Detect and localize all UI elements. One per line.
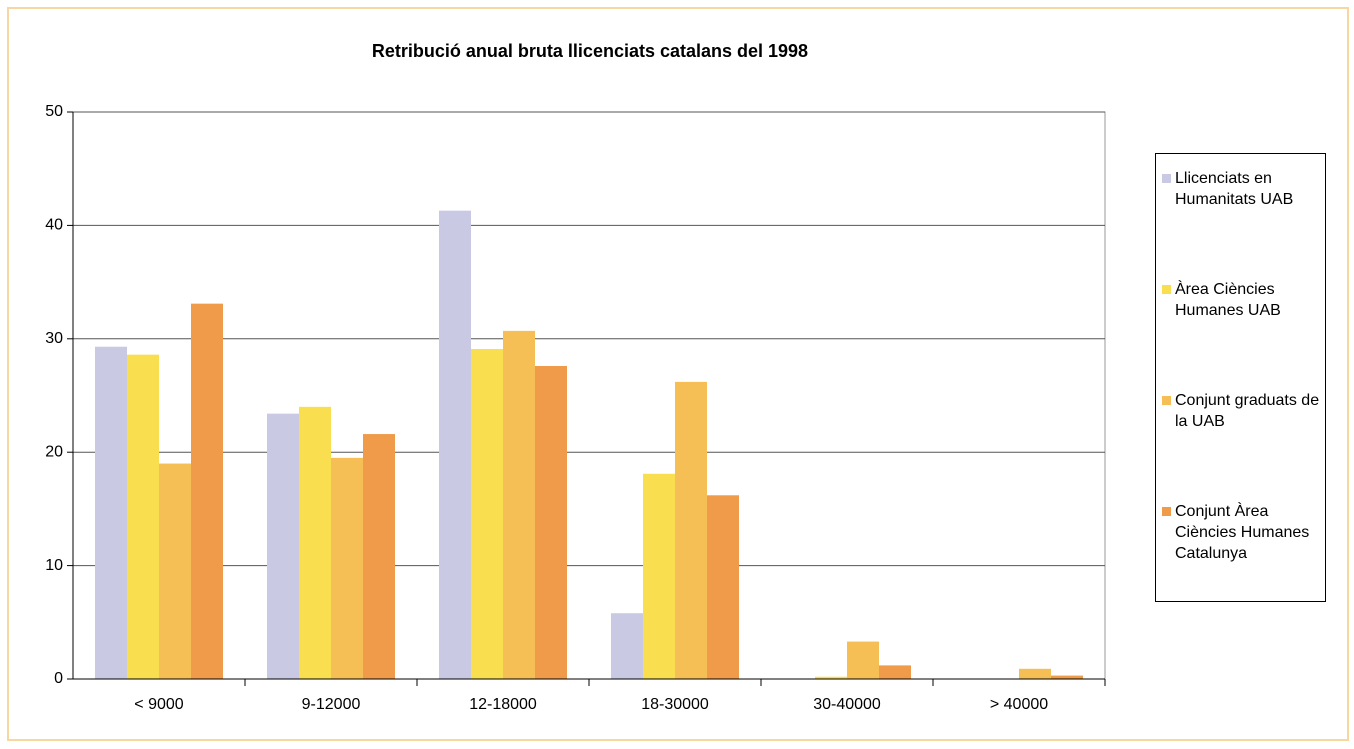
legend-swatch <box>1162 285 1171 294</box>
legend: Llicenciats en Humanitats UAB Àrea Ciènci… <box>1155 153 1326 602</box>
bar <box>879 665 911 679</box>
bar <box>95 346 127 679</box>
x-tick-label: > 40000 <box>990 696 1048 713</box>
bar <box>439 210 471 679</box>
bar <box>675 381 707 679</box>
bar <box>331 457 363 679</box>
y-tick-label: 20 <box>45 443 63 460</box>
bar <box>267 413 299 679</box>
bar <box>847 641 879 679</box>
x-tick-label: < 9000 <box>134 696 183 713</box>
bar <box>471 349 503 679</box>
bar <box>191 303 223 679</box>
x-tick-label: 12-18000 <box>469 696 537 713</box>
bar <box>299 406 331 679</box>
legend-label: Àrea Ciències Humanes UAB <box>1175 281 1281 319</box>
legend-label: Conjunt graduats de la UAB <box>1175 392 1320 430</box>
bar <box>127 354 159 679</box>
y-tick-label: 10 <box>45 557 63 574</box>
legend-swatch <box>1162 507 1171 516</box>
bar <box>535 366 567 679</box>
legend-swatch <box>1162 396 1171 405</box>
bar <box>1051 675 1083 679</box>
plot-area <box>72 111 1106 680</box>
bar <box>363 434 395 679</box>
x-tick-label: 30-40000 <box>813 696 881 713</box>
y-tick-label: 40 <box>45 217 63 234</box>
bar <box>1019 668 1051 679</box>
bar <box>707 495 739 679</box>
bar <box>815 676 847 679</box>
legend-label: Conjunt Àrea Ciències Humanes Catalunya <box>1175 503 1310 562</box>
y-tick-label: 30 <box>45 330 63 347</box>
frame <box>7 7 1349 741</box>
bar <box>503 330 535 679</box>
bar <box>611 613 643 679</box>
legend-label: Llicenciats en Humanitats UAB <box>1175 170 1294 208</box>
y-tick-label: 50 <box>45 103 63 120</box>
bar <box>643 473 675 679</box>
legend-swatch <box>1162 174 1171 183</box>
bar <box>159 463 191 679</box>
x-tick-label: 9-12000 <box>302 696 361 713</box>
chart-title: Retribució anual bruta llicenciats catal… <box>372 41 808 61</box>
y-tick-label: 0 <box>54 670 63 687</box>
x-tick-label: 18-30000 <box>641 696 709 713</box>
